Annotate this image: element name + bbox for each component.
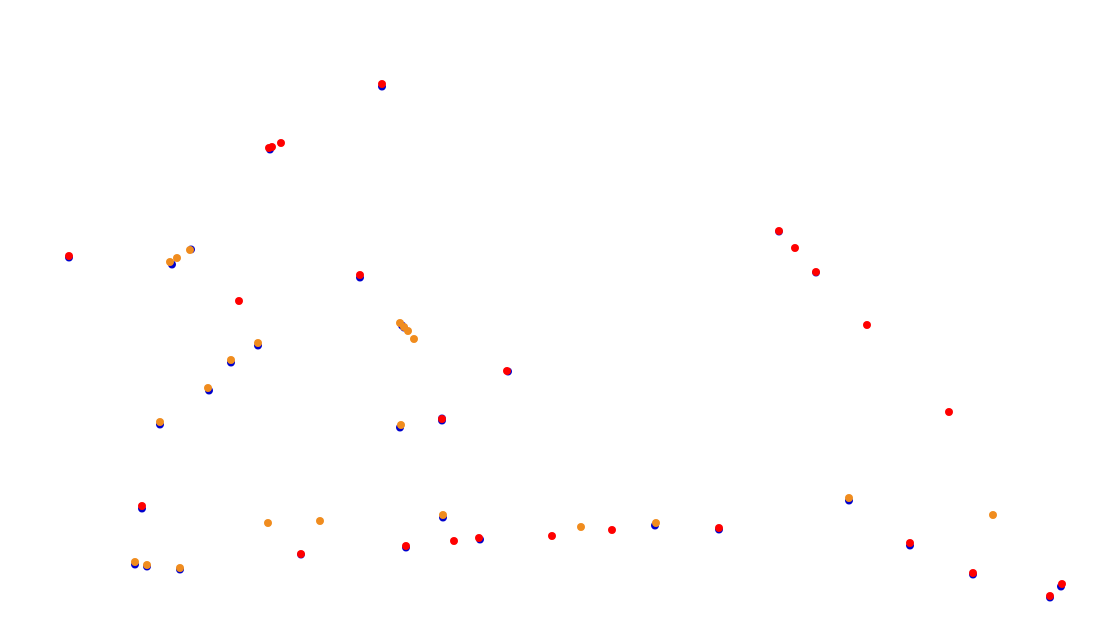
orange-point-21 [989,511,997,519]
red-point-6 [356,271,364,279]
orange-point-8 [227,356,235,364]
orange-point-12 [131,558,139,566]
red-point-24 [1046,592,1054,600]
red-point-7 [503,367,511,375]
red-point-2 [268,143,276,151]
orange-point-7 [254,339,262,347]
red-point-25 [1058,580,1066,588]
red-point-0 [65,252,73,260]
orange-point-2 [186,246,194,254]
red-point-5 [235,297,243,305]
orange-point-0 [166,258,174,266]
orange-point-9 [204,384,212,392]
red-point-10 [297,550,305,558]
orange-point-6 [410,335,418,343]
red-point-19 [812,268,820,276]
red-point-11 [402,542,410,550]
orange-point-14 [176,564,184,572]
red-point-8 [438,415,446,423]
orange-point-13 [143,561,151,569]
orange-point-15 [264,519,272,527]
red-point-15 [608,526,616,534]
red-point-23 [969,569,977,577]
orange-point-11 [397,421,405,429]
orange-point-5 [404,327,412,335]
orange-point-17 [439,511,447,519]
orange-point-18 [577,523,585,531]
red-point-22 [906,539,914,547]
red-point-18 [791,244,799,252]
red-point-13 [475,534,483,542]
red-point-14 [548,532,556,540]
orange-point-10 [156,418,164,426]
red-point-21 [945,408,953,416]
orange-point-19 [652,519,660,527]
red-point-9 [138,502,146,510]
red-point-20 [863,321,871,329]
red-point-17 [775,227,783,235]
red-point-4 [378,80,386,88]
orange-point-20 [845,494,853,502]
red-point-3 [277,139,285,147]
red-point-16 [715,524,723,532]
red-point-12 [450,537,458,545]
points-layer [65,80,1066,602]
orange-point-16 [316,517,324,525]
orange-point-1 [173,254,181,262]
